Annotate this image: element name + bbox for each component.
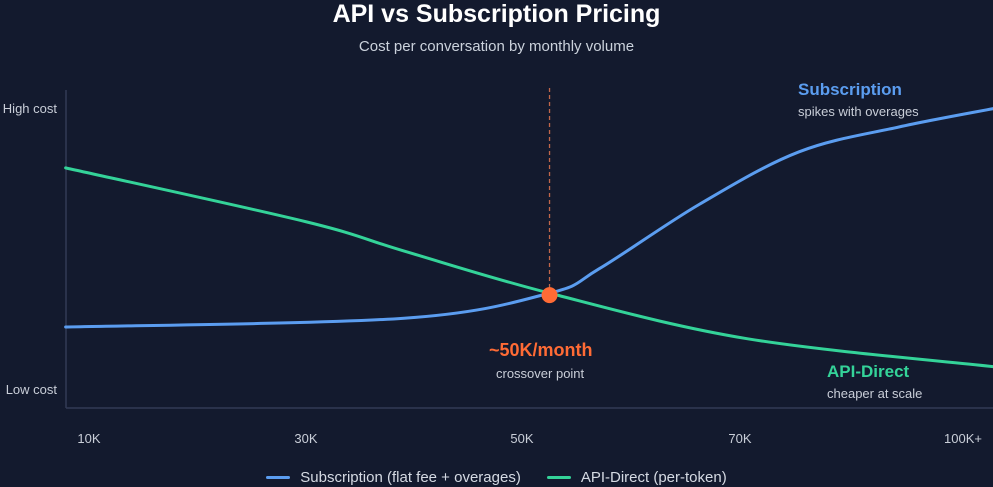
legend-item-subscription[interactable]: Subscription (flat fee + overages) xyxy=(266,469,521,486)
api-annotation-title: API-Direct xyxy=(827,362,910,381)
api-annotation-sub: cheaper at scale xyxy=(827,386,923,401)
crossover-sublabel: crossover point xyxy=(496,366,585,381)
chart-title: API vs Subscription Pricing xyxy=(332,0,661,28)
y-tick-low: Low cost xyxy=(5,382,57,397)
legend-swatch xyxy=(546,476,571,479)
legend-label: API-Direct (per-token) xyxy=(580,469,727,486)
chart-subtitle: Cost per conversation by monthly volume xyxy=(358,38,635,55)
legend-item-api[interactable]: API-Direct (per-token) xyxy=(546,469,727,486)
subscription-line xyxy=(64,107,993,329)
subscription-annotation-sub: spikes with overages xyxy=(798,104,919,119)
x-tick: 100K+ xyxy=(944,431,982,446)
y-tick-high: High cost xyxy=(2,101,57,116)
x-tick: 50K xyxy=(510,431,534,446)
subscription-annotation-title: Subscription xyxy=(798,80,902,99)
legend-label: Subscription (flat fee + overages) xyxy=(300,469,521,486)
api-direct-line xyxy=(64,166,993,369)
crossover-point xyxy=(541,287,558,304)
legend: Subscription (flat fee + overages) API-D… xyxy=(0,469,993,486)
x-tick: 30K xyxy=(294,431,318,446)
x-tick: 10K xyxy=(77,431,101,446)
legend-swatch xyxy=(266,476,291,479)
x-tick: 70K xyxy=(728,431,752,446)
crossover-label: ~50K/month xyxy=(489,340,593,360)
